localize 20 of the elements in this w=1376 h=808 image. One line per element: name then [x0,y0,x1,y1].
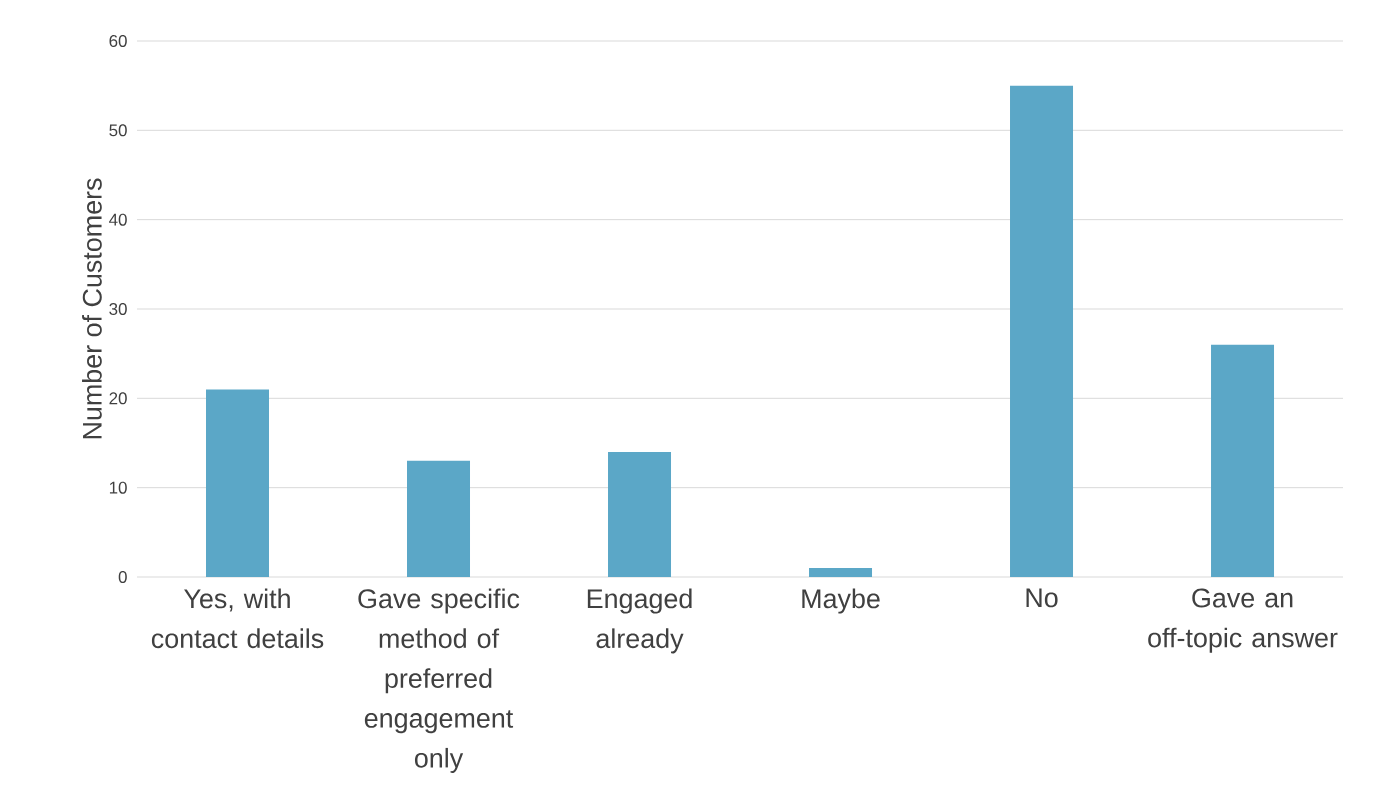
bar [206,389,269,577]
x-tick-label: Gave specific method of preferred engagement only [358,588,520,773]
y-tick-label: 30 [109,302,127,315]
y-tick-label: 60 [109,34,127,47]
x-tick-label: Yes, with contact details [151,588,324,649]
x-tick-label: Engaged already [587,588,692,654]
bar [407,460,471,577]
x-tick-label: Gave an off-topic answer [1148,588,1338,653]
y-tick-label: 10 [109,481,127,494]
x-tick-label: No [1026,588,1058,608]
y-axis-title: Number of Customers [82,178,102,439]
bar [809,568,873,577]
y-tick-label: 20 [109,392,127,405]
x-tick-label: Maybe [802,588,880,614]
bar [1010,85,1074,577]
y-tick-label: 50 [109,124,127,137]
bar [608,451,672,577]
bar [1211,344,1275,577]
y-tick-label: 40 [109,213,127,226]
y-tick-label: 0 [118,571,127,583]
